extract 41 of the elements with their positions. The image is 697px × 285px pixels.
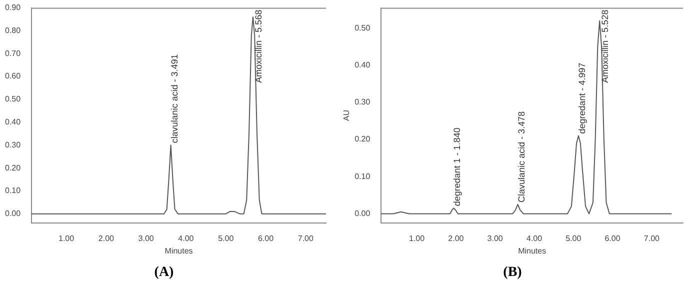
annotation: clavulanic acid - 3.491 bbox=[169, 54, 180, 144]
y-tick-label: 0.80 bbox=[4, 26, 22, 35]
y-tick-label: 0.20 bbox=[354, 134, 371, 144]
x-tick-label: 4.00 bbox=[526, 234, 543, 244]
annotation: Amoxicillin - 5.568 bbox=[253, 10, 264, 83]
y-tick-label: 0.20 bbox=[4, 163, 22, 172]
x-tick-label: 3.00 bbox=[487, 234, 504, 244]
y-tick-label: 0.10 bbox=[354, 172, 371, 181]
x-tick-label: 1.00 bbox=[409, 234, 426, 244]
x-tick-label: 2.00 bbox=[98, 234, 115, 244]
y-tick-label: 0.60 bbox=[4, 72, 22, 81]
x-tick-label: 7.00 bbox=[298, 234, 314, 244]
y-tick-label: 0.30 bbox=[354, 98, 371, 107]
y-tick-label: 0.70 bbox=[4, 48, 22, 58]
x-tick-label: 2.00 bbox=[448, 234, 464, 244]
x-tick-label: 3.00 bbox=[138, 234, 154, 244]
annotation: Clavulanic acid - 3.478 bbox=[516, 111, 526, 202]
x-axis-title: Minutes bbox=[164, 246, 193, 256]
y-tick-label: 0.50 bbox=[4, 94, 22, 104]
y-tick-label: 0.30 bbox=[4, 140, 22, 150]
y-tick-label: 0.00 bbox=[4, 209, 22, 218]
annotation: degredant 1 - 1.840 bbox=[452, 128, 462, 206]
x-tick-label: 4.00 bbox=[178, 234, 194, 244]
y-tick-label: 0.40 bbox=[354, 60, 371, 70]
y-tick-label: 0.10 bbox=[4, 186, 22, 196]
annotation: degredant - 4.997 bbox=[576, 62, 587, 134]
annotation: Amoxicillin - 5.528 bbox=[600, 10, 610, 83]
x-tick-label: 5.00 bbox=[218, 234, 234, 244]
x-axis-title: Minutes bbox=[518, 246, 546, 256]
x-tick-label: 7.00 bbox=[644, 234, 660, 244]
y-tick-label: 0.50 bbox=[354, 23, 371, 32]
y-tick-label: 0.40 bbox=[4, 117, 22, 126]
x-tick-label: 6.00 bbox=[258, 234, 274, 244]
y-tick-label: 0.90 bbox=[4, 3, 22, 12]
x-tick-label: 1.00 bbox=[58, 234, 75, 244]
text: (B) bbox=[503, 265, 522, 280]
text: (A) bbox=[154, 265, 174, 280]
x-tick-label: 5.00 bbox=[566, 234, 582, 244]
y-axis-title: AU bbox=[342, 110, 352, 121]
y-tick-label: 0.00 bbox=[354, 208, 371, 218]
x-tick-label: 6.00 bbox=[604, 234, 621, 244]
